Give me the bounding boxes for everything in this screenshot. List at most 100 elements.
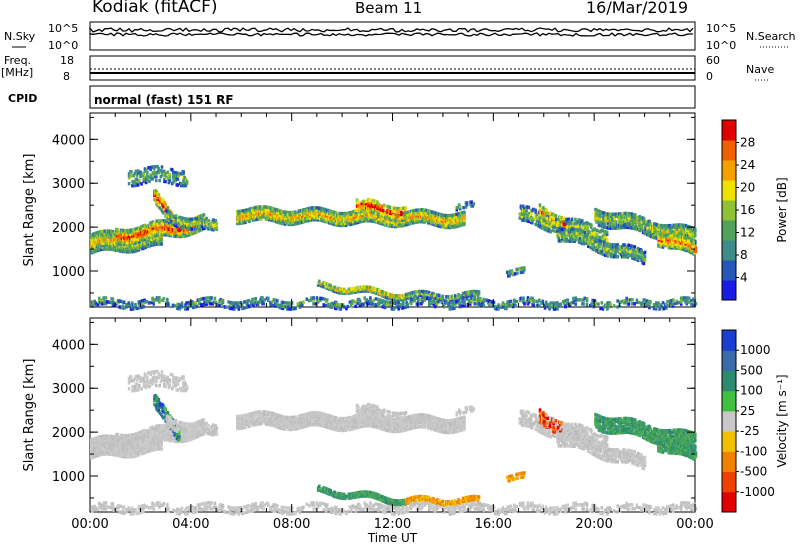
power-cell xyxy=(516,272,519,275)
power-cell xyxy=(357,200,360,203)
power-cell xyxy=(542,206,545,209)
power-cell xyxy=(530,213,533,216)
power-cell xyxy=(483,304,486,307)
power-cell xyxy=(316,296,319,299)
power-cell xyxy=(180,182,183,185)
power-cell xyxy=(174,304,177,307)
nsearch-tick-bottom: 10^0 xyxy=(706,39,736,52)
power-cell xyxy=(413,297,416,300)
power-cell xyxy=(178,172,181,175)
power-cell xyxy=(389,206,392,209)
power-cell xyxy=(116,228,119,231)
power-cell xyxy=(371,302,374,305)
power-cell xyxy=(411,298,414,301)
power-cell xyxy=(565,237,568,240)
power-cell xyxy=(233,301,236,304)
power-cell xyxy=(204,225,207,228)
power-cell xyxy=(138,300,141,303)
power-cell xyxy=(312,302,315,305)
nsky-tick-top: 10^5 xyxy=(48,22,78,35)
power-cell xyxy=(470,296,473,299)
nsearch-tick-top: 10^5 xyxy=(706,22,736,35)
power-cell xyxy=(694,228,697,231)
power-cell xyxy=(555,214,558,217)
power-cell xyxy=(655,223,658,226)
power-cell xyxy=(606,238,609,241)
power-cell xyxy=(590,224,593,227)
freq-label-unit: [MHz] xyxy=(1,66,33,79)
power-cell xyxy=(454,294,457,297)
power-cell xyxy=(166,298,169,301)
power-cell xyxy=(552,213,555,216)
power-cell xyxy=(236,301,239,304)
nsky-label: N.Sky xyxy=(4,30,36,43)
power-cell xyxy=(209,302,212,305)
power-cell xyxy=(473,202,476,205)
power-cell xyxy=(208,219,211,222)
power-cell xyxy=(617,255,620,258)
power-cell xyxy=(160,242,163,245)
power-cell xyxy=(623,243,626,246)
power-cell xyxy=(148,180,151,183)
power-cell xyxy=(345,212,348,215)
power-cell xyxy=(203,213,206,216)
power-cell xyxy=(149,301,152,304)
power-cell xyxy=(202,297,205,300)
power-cell xyxy=(628,244,631,247)
power-cell xyxy=(643,217,646,220)
power-cell xyxy=(123,301,126,304)
power-cell xyxy=(169,179,172,182)
power-cell xyxy=(177,178,180,181)
power-cell xyxy=(338,303,341,306)
power-cell xyxy=(137,307,140,310)
power-cell xyxy=(262,302,265,305)
power-cell xyxy=(375,297,378,300)
power-cell xyxy=(191,221,194,224)
power-cell xyxy=(463,300,466,303)
power-cell xyxy=(112,297,115,300)
power-cell xyxy=(349,300,352,303)
power-cell xyxy=(98,297,101,300)
power-cell xyxy=(407,303,410,306)
power-cell xyxy=(456,206,459,209)
power-cell xyxy=(563,217,566,220)
power-cell xyxy=(606,231,609,234)
power-cell xyxy=(186,180,189,183)
power-cell xyxy=(365,200,368,203)
power-cell xyxy=(528,206,531,209)
power-cell xyxy=(152,302,155,305)
power-cell xyxy=(473,302,476,305)
nsearch-label: N.Search xyxy=(746,30,796,43)
power-cell xyxy=(105,296,108,299)
power-cell xyxy=(438,294,441,297)
power-cell xyxy=(312,296,315,299)
power-cell xyxy=(394,207,397,210)
power-cell xyxy=(243,300,246,303)
power-cell xyxy=(346,305,349,308)
power-cell xyxy=(584,231,587,234)
power-cell xyxy=(554,226,557,229)
power-cell xyxy=(175,214,178,217)
power-cell xyxy=(162,205,165,208)
power-cell xyxy=(261,296,264,299)
power-cell xyxy=(186,307,189,310)
power-cell xyxy=(644,251,647,254)
power-cell xyxy=(402,300,405,303)
power-cell xyxy=(255,297,258,300)
power-cell xyxy=(195,217,198,220)
power-cell xyxy=(167,206,170,209)
power-cell xyxy=(561,228,564,231)
power-cell xyxy=(354,305,357,308)
power-cell xyxy=(169,173,172,176)
power-cell xyxy=(177,183,180,186)
power-cell xyxy=(151,166,154,169)
power-cell xyxy=(415,290,418,293)
power-cell xyxy=(600,240,603,243)
freq-tick-top: 18 xyxy=(60,54,74,67)
nave-label: Nave xyxy=(746,63,774,76)
nsky-tick-bottom: 10^0 xyxy=(48,39,78,52)
power-cell xyxy=(127,301,130,304)
power-cell xyxy=(581,230,584,233)
power-cell xyxy=(95,301,98,304)
power-cell xyxy=(161,169,164,172)
